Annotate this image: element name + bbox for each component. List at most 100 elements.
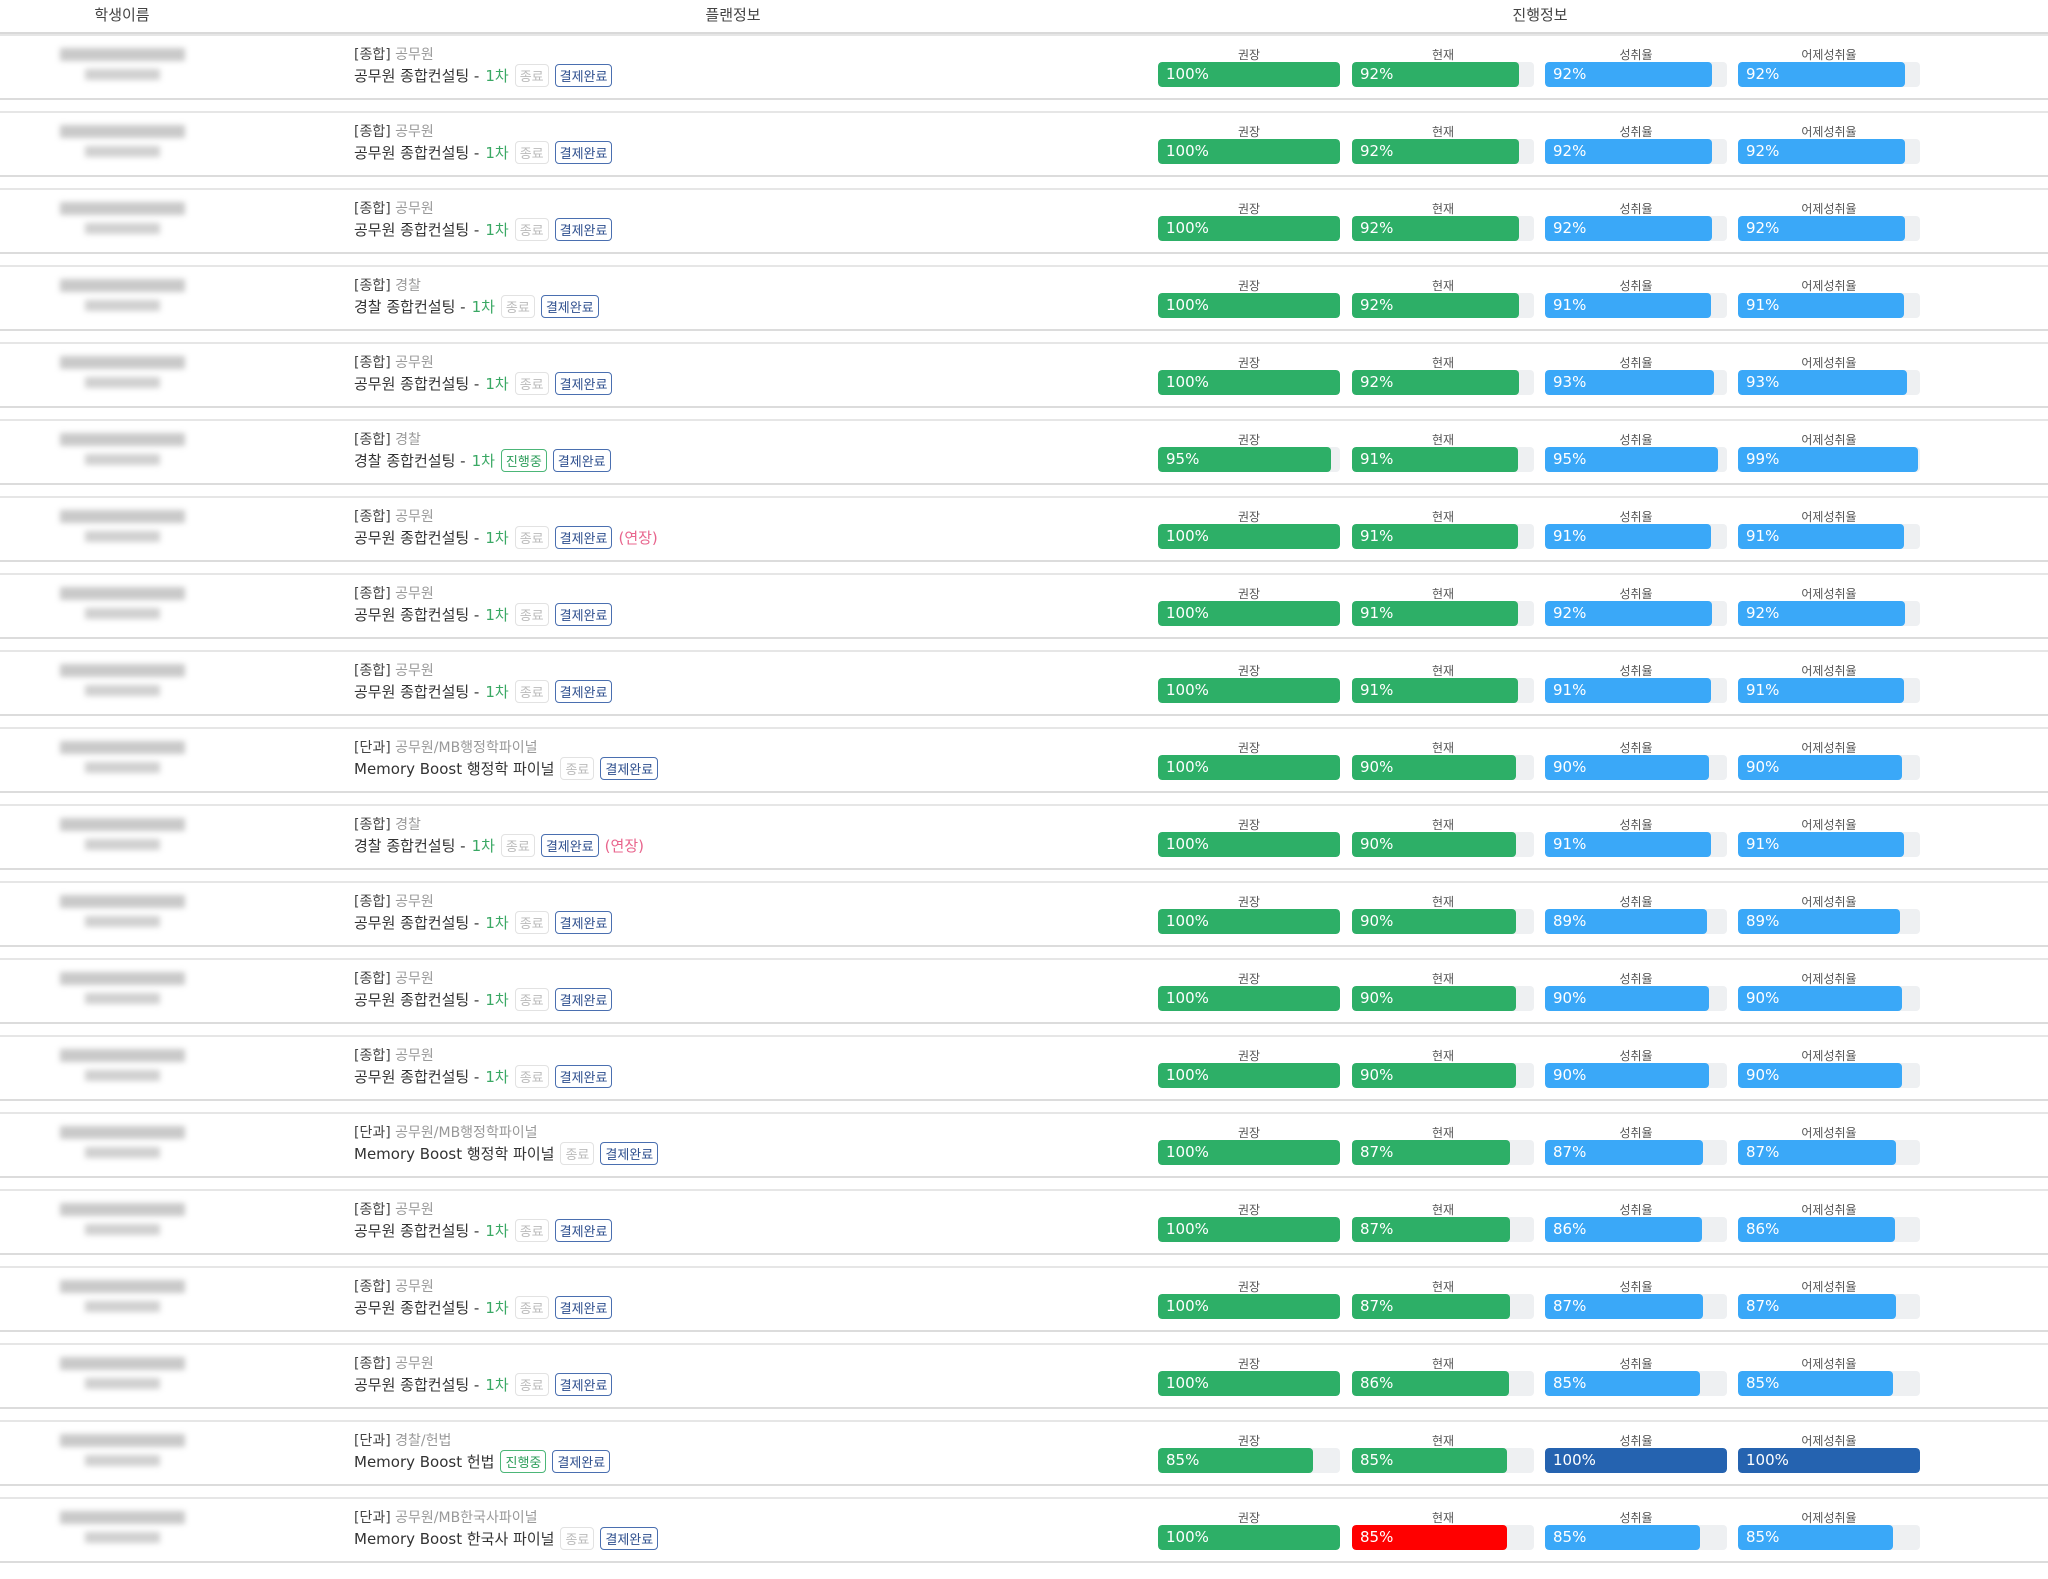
table-row[interactable]: [종합] 공무원 공무원 종합컨설팅 - 1차 종료 결제완료 권장 100% 현재… (0, 342, 2048, 408)
student-name-blurred[interactable] (55, 1126, 190, 1158)
progress-fill (1545, 216, 1713, 241)
table-row[interactable]: [종합] 공무원 공무원 종합컨설팅 - 1차 종료 결제완료 권장 100% 현재… (0, 1266, 2048, 1332)
table-row[interactable]: [종합] 경찰 경찰 종합컨설팅 -1차 종료 결제완료 (연장) 권장 100% … (0, 804, 2048, 870)
student-name-blurred[interactable] (55, 1280, 190, 1312)
progress-value: 87% (1553, 1143, 1587, 1161)
student-name-blurred[interactable] (55, 1511, 190, 1543)
progress-value: 91% (1746, 296, 1780, 314)
student-name-blurred[interactable] (55, 895, 190, 927)
plan-title[interactable]: 공무원 종합컨설팅 - (354, 1068, 480, 1086)
table-row[interactable]: [종합] 공무원 공무원 종합컨설팅 - 1차 종료 결제완료 권장 100% 현재… (0, 1189, 2048, 1255)
plan-title[interactable]: 공무원 종합컨설팅 - (354, 144, 480, 162)
plan-title[interactable]: 경찰 종합컨설팅 - (354, 837, 466, 855)
table-row[interactable]: [종합] 공무원 공무원 종합컨설팅 - 1차 종료 결제완료 권장 100% 현재… (0, 1035, 2048, 1101)
plan-type: [종합] (354, 47, 391, 63)
progress-track: 92% (1545, 601, 1727, 626)
student-name-blurred[interactable] (55, 356, 190, 388)
table-row[interactable]: [종합] 공무원 공무원 종합컨설팅 - 1차 종료 결제완료 권장 100% 현재… (0, 188, 2048, 254)
table-row[interactable]: [단과] 공무원/MB한국사파이널 Memory Boost 한국사 파이널 종료… (0, 1497, 2048, 1563)
table-row[interactable]: [종합] 공무원 공무원 종합컨설팅 - 1차 종료 결제완료 권장 100% 현재… (0, 958, 2048, 1024)
progress-track: 87% (1352, 1294, 1534, 1319)
progress-label: 어제성취율 (1801, 125, 1857, 139)
progress-track: 91% (1738, 832, 1920, 857)
plan-title[interactable]: 공무원 종합컨설팅 - (354, 991, 480, 1009)
plan-title[interactable]: Memory Boost 헌법 (354, 1453, 495, 1471)
table-row[interactable]: [종합] 공무원 공무원 종합컨설팅 - 1차 종료 결제완료 권장 100% 현재… (0, 573, 2048, 639)
student-name-blurred[interactable] (55, 279, 190, 311)
progress-track: 90% (1352, 909, 1534, 934)
student-name-blurred[interactable] (55, 1357, 190, 1389)
plan-title[interactable]: 공무원 종합컨설팅 - (354, 67, 480, 85)
progress-value: 100% (1166, 142, 1209, 160)
table-row[interactable]: [종합] 공무원 공무원 종합컨설팅 - 1차 종료 결제완료 권장 100% 현재… (0, 881, 2048, 947)
progress-fill (1738, 1371, 1893, 1396)
progress-label: 성취율 (1619, 433, 1653, 447)
plan-title[interactable]: 공무원 종합컨설팅 - (354, 606, 480, 624)
progress-label: 권장 (1237, 356, 1261, 370)
plan-title[interactable]: 경찰 종합컨설팅 - (354, 298, 466, 316)
status-badge: 종료 (560, 1527, 595, 1550)
plan-title[interactable]: 공무원 종합컨설팅 - (354, 1376, 480, 1394)
student-name-blurred[interactable] (55, 1049, 190, 1081)
table-row[interactable]: [종합] 공무원 공무원 종합컨설팅 - 1차 종료 결제완료 (연장) 권장 100… (0, 496, 2048, 562)
student-name-blurred[interactable] (55, 741, 190, 773)
table-row[interactable]: [종합] 공무원 공무원 종합컨설팅 - 1차 종료 결제완료 권장 100% 현재… (0, 1343, 2048, 1409)
table-row[interactable]: [단과] 공무원/MB행정학파이널 Memory Boost 행정학 파이널 종료… (0, 727, 2048, 793)
student-name-blurred[interactable] (55, 1203, 190, 1235)
table-row[interactable]: [종합] 경찰 경찰 종합컨설팅 - 1차 종료 결제완료 권장 100% 현재 9… (0, 265, 2048, 331)
progress-label: 어제성취율 (1801, 818, 1857, 832)
progress-fill (1738, 216, 1906, 241)
plan-type: [종합] (354, 509, 391, 525)
progress-bar-2: 성취율 87% (1545, 1278, 1727, 1319)
table-row[interactable]: [종합] 경찰 경찰 종합컨설팅 - 1차 진행중 결제완료 권장 95% 현재 9… (0, 419, 2048, 485)
progress-label: 현재 (1431, 48, 1455, 62)
student-name-blurred[interactable] (55, 587, 190, 619)
plan-title[interactable]: 공무원 종합컨설팅 - (354, 1222, 480, 1240)
status-badge: 진행중 (500, 449, 547, 472)
progress-value: 92% (1360, 373, 1394, 391)
plan-title[interactable]: Memory Boost 한국사 파이널 (354, 1530, 555, 1548)
progress-track: 90% (1545, 755, 1727, 780)
student-name-blurred[interactable] (55, 972, 190, 1004)
progress-track: 100% (1738, 1448, 1920, 1473)
progress-bar-1: 현재 90% (1352, 1047, 1534, 1088)
table-row[interactable]: [단과] 경찰/헌법 Memory Boost 헌법 진행중 결제완료 권장 85… (0, 1420, 2048, 1486)
plan-category: 경찰/헌법 (395, 1433, 452, 1449)
progress-bar-2: 성취율 90% (1545, 970, 1727, 1011)
plan-title[interactable]: 공무원 종합컨설팅 - (354, 683, 480, 701)
plan-title[interactable]: 공무원 종합컨설팅 - (354, 375, 480, 393)
table-row[interactable]: [종합] 공무원 공무원 종합컨설팅 - 1차 종료 결제완료 권장 100% 현재… (0, 650, 2048, 716)
progress-bar-3: 어제성취율 91% (1738, 277, 1920, 318)
table-row[interactable]: [단과] 공무원/MB행정학파이널 Memory Boost 행정학 파이널 종료… (0, 1112, 2048, 1178)
plan-title[interactable]: 공무원 종합컨설팅 - (354, 529, 480, 547)
progress-fill (1738, 370, 1908, 395)
student-name-blurred[interactable] (55, 202, 190, 234)
student-name-blurred[interactable] (55, 818, 190, 850)
progress-label: 현재 (1431, 818, 1455, 832)
progress-fill (1158, 1294, 1340, 1319)
plan-title[interactable]: Memory Boost 행정학 파이널 (354, 1145, 555, 1163)
plan-title[interactable]: 공무원 종합컨설팅 - (354, 1299, 480, 1317)
student-name-blurred[interactable] (55, 1434, 190, 1466)
plan-type: [종합] (354, 894, 391, 910)
progress-fill (1545, 1140, 1704, 1165)
plan-info: [종합] 공무원 공무원 종합컨설팅 - 1차 종료 결제완료 (354, 121, 613, 164)
progress-bar-2: 성취율 87% (1545, 1124, 1727, 1165)
plan-title[interactable]: 공무원 종합컨설팅 - (354, 221, 480, 239)
table-row[interactable]: [종합] 공무원 공무원 종합컨설팅 - 1차 종료 결제완료 권장 100% 현재… (0, 111, 2048, 177)
student-name-blurred[interactable] (55, 433, 190, 465)
student-name-blurred[interactable] (55, 510, 190, 542)
student-name-blurred[interactable] (55, 125, 190, 157)
plan-info: [종합] 경찰 경찰 종합컨설팅 - 1차 종료 결제완료 (354, 275, 599, 318)
status-badge: 종료 (514, 1373, 549, 1396)
plan-title[interactable]: Memory Boost 행정학 파이널 (354, 760, 555, 778)
student-name-blurred[interactable] (55, 664, 190, 696)
progress-fill (1738, 62, 1906, 87)
progress-track: 90% (1352, 755, 1534, 780)
progress-track: 100% (1158, 601, 1340, 626)
plan-title[interactable]: 경찰 종합컨설팅 - (354, 452, 466, 470)
plan-title[interactable]: 공무원 종합컨설팅 - (354, 914, 480, 932)
student-name-blurred[interactable] (55, 48, 190, 80)
table-row[interactable]: [종합] 공무원 공무원 종합컨설팅 - 1차 종료 결제완료 권장 100% 현재… (0, 34, 2048, 100)
progress-bar-2: 성취율 85% (1545, 1355, 1727, 1396)
